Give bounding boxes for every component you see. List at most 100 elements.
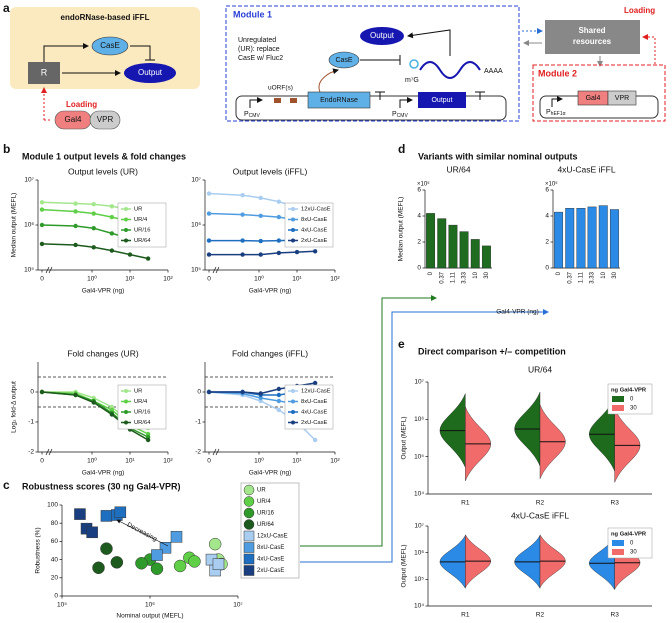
bar bbox=[426, 213, 436, 269]
data-point bbox=[74, 508, 86, 520]
y-tick-label: -2 bbox=[195, 449, 201, 456]
y-tick-label: 2 bbox=[545, 239, 549, 246]
legend-swatch bbox=[612, 540, 624, 546]
legend-marker bbox=[124, 420, 128, 425]
connector bbox=[300, 309, 549, 563]
data-point bbox=[91, 245, 96, 250]
x-tick-label: R3 bbox=[611, 612, 620, 619]
legend-swatch bbox=[612, 396, 624, 402]
legend-label: 2xU-CasE bbox=[257, 568, 284, 574]
x-tick-label: 0 bbox=[40, 276, 44, 283]
promoter-label: PCMV bbox=[392, 111, 408, 119]
legend-marker bbox=[291, 207, 295, 211]
bar bbox=[587, 206, 597, 269]
promoter bbox=[249, 97, 263, 108]
loading-label: Loading bbox=[624, 6, 655, 15]
chart: Output levels (iFFL) 10⁵ 10⁶ 10⁷ Gal4-VPR (n… bbox=[191, 166, 340, 294]
data-point bbox=[73, 209, 78, 214]
chart-title: Robustness scores (30 ng Gal4-VPR) bbox=[22, 481, 181, 491]
axis-break bbox=[212, 448, 220, 456]
gene-label: EndoRNase bbox=[320, 97, 358, 104]
legend-label: UR bbox=[134, 389, 142, 395]
x-tick-label: 10² bbox=[330, 458, 340, 465]
heading: Variants with similar nominal outputs bbox=[418, 151, 578, 161]
x-tick-label: 10² bbox=[163, 458, 173, 465]
y-tick-label: 10⁴ bbox=[414, 603, 424, 610]
x-tick-label: 10 bbox=[601, 271, 607, 278]
legend-label: UR/4 bbox=[257, 499, 271, 505]
module-box bbox=[225, 5, 520, 122]
data-point bbox=[276, 199, 282, 204]
bar bbox=[481, 245, 491, 269]
legend-marker bbox=[291, 217, 295, 222]
data-point bbox=[110, 556, 124, 569]
legend-marker bbox=[243, 496, 255, 507]
y-tick-label: 4 bbox=[545, 213, 549, 220]
x-tick-label: 0 bbox=[40, 458, 44, 465]
data-point bbox=[258, 238, 263, 244]
y-tick-label: 0 bbox=[197, 389, 201, 396]
legend-label: 8xU-CasE bbox=[301, 399, 328, 405]
legend-marker bbox=[291, 228, 295, 232]
y-tick-label: 0 bbox=[417, 265, 421, 272]
y-tick-label: 10⁷ bbox=[24, 177, 34, 184]
x-tick-label: 1.11 bbox=[578, 271, 584, 283]
data-point bbox=[206, 191, 212, 196]
axis-break bbox=[45, 448, 53, 456]
bar bbox=[576, 207, 586, 269]
y-axis-label: Output (MEFL) bbox=[401, 545, 408, 588]
x-axis-label: Gal4-VPR (ng) bbox=[82, 288, 125, 295]
data-point bbox=[294, 249, 300, 255]
node bbox=[28, 62, 60, 84]
node-label: resources bbox=[573, 37, 612, 46]
legend-label: 12xU-CasE bbox=[301, 207, 331, 213]
x-tick-label: 10¹ bbox=[292, 276, 302, 283]
diagram-shared: Shared resources Loading Module 2 PhEF1α… bbox=[522, 6, 666, 122]
panel-label: c bbox=[3, 478, 10, 492]
chart-title: UR/64 bbox=[528, 364, 552, 374]
bar bbox=[598, 205, 608, 269]
data-point bbox=[312, 437, 318, 443]
data-point bbox=[276, 386, 282, 392]
y-tick-label: 0 bbox=[545, 265, 549, 272]
x-tick-label: 1.11 bbox=[450, 271, 456, 283]
promoter-sub: CMV bbox=[397, 113, 409, 119]
data-point bbox=[73, 223, 78, 229]
legend-marker bbox=[291, 399, 295, 404]
legend-marker bbox=[243, 507, 255, 519]
edge bbox=[43, 43, 89, 62]
x-tick-label: 10¹ bbox=[125, 276, 135, 283]
x-tick-label: 10¹ bbox=[292, 458, 302, 465]
terminator bbox=[375, 91, 385, 100]
y-axis-label: Median output (MEFL) bbox=[398, 197, 405, 262]
data-point bbox=[91, 400, 96, 405]
y-tick-label: 2 bbox=[417, 239, 421, 246]
node bbox=[545, 20, 640, 54]
data-point bbox=[73, 242, 78, 248]
chart-title: Fold changes (UR) bbox=[67, 348, 139, 358]
series-line bbox=[209, 250, 316, 256]
chart-title: 4xU-CasE iFFL bbox=[557, 164, 615, 174]
data-point bbox=[206, 211, 212, 216]
legend-marker bbox=[243, 553, 255, 565]
legend-label: 2xU-CasE bbox=[301, 238, 328, 244]
x-tick-label: 0 bbox=[207, 276, 211, 283]
data-point bbox=[188, 555, 201, 568]
y-tick-label: 10⁷ bbox=[191, 177, 201, 184]
y-tick-label: -2 bbox=[28, 449, 34, 456]
x-tick-label: 10⁷ bbox=[233, 602, 243, 609]
chart: UR/64 0 2 4 6 Median output (MEFL) Gal4-VPR (n… bbox=[398, 164, 539, 315]
connector bbox=[300, 295, 437, 547]
legend-label: UR/16 bbox=[257, 511, 275, 517]
x-tick-label: R2 bbox=[536, 500, 545, 507]
loading-label: Loading bbox=[66, 100, 97, 109]
module-box bbox=[532, 64, 666, 122]
panel-label: d bbox=[398, 142, 405, 156]
data-point bbox=[109, 412, 115, 417]
bar bbox=[470, 239, 480, 269]
y-tick-label: 20 bbox=[51, 575, 59, 582]
data-point bbox=[240, 252, 245, 257]
cap-label: m⁷G bbox=[405, 77, 419, 84]
legend-marker bbox=[291, 420, 295, 425]
y-tick-label: 10⁷ bbox=[414, 379, 424, 386]
